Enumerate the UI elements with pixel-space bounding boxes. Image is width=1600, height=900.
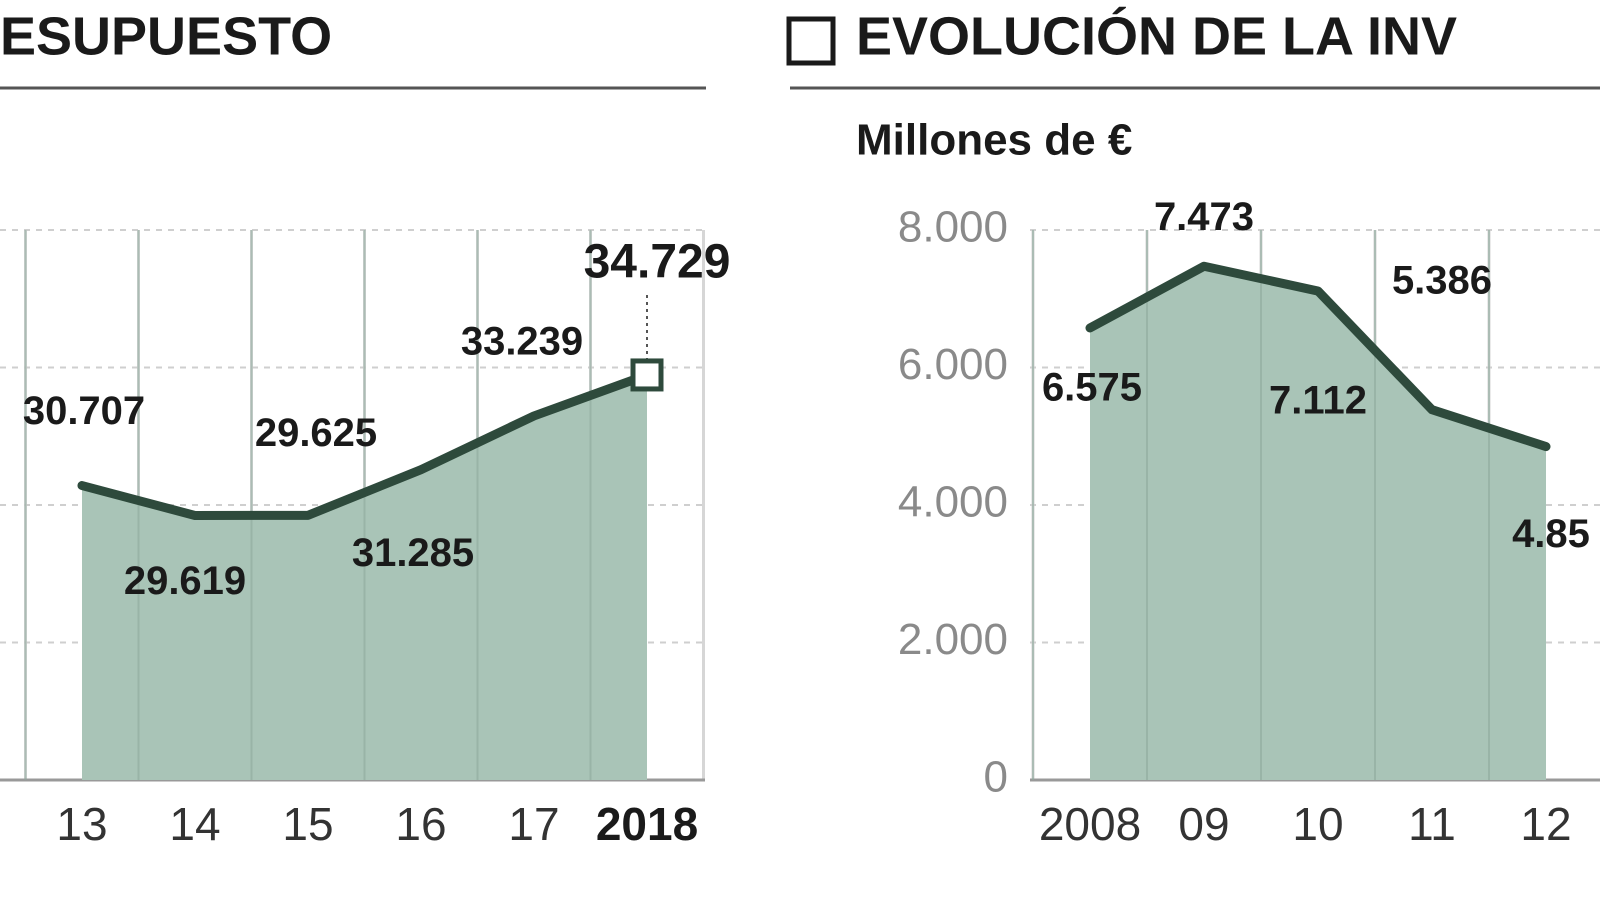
x-tick-label: 2018 (596, 798, 698, 850)
data-label: 7.112 (1269, 379, 1367, 423)
point-marker (630, 358, 664, 392)
data-label: 29.625 (255, 411, 377, 455)
x-tick-label: 16 (395, 798, 446, 850)
data-label: 7.473 (1154, 195, 1254, 239)
data-label: 30.707 (23, 389, 145, 433)
line (1085, 261, 1551, 452)
line (77, 370, 652, 520)
y-tick-label: 2.000 (898, 615, 1008, 664)
data-label: 33.239 (461, 319, 583, 363)
x-tick-label: 10 (1292, 798, 1343, 850)
data-label: 29.619 (124, 559, 246, 603)
data-label: 34.729 (584, 236, 731, 289)
data-label: 6.575 (1042, 366, 1142, 410)
x-tick-label: 14 (169, 798, 220, 850)
data-label: 31.285 (352, 531, 474, 575)
title-icon (786, 16, 836, 66)
x-tick-label: 12 (1520, 798, 1571, 850)
x-tick-label: 2008 (1039, 798, 1141, 850)
chart-title: EVOLUCIÓN DE LA INV (856, 6, 1457, 66)
y-tick-label: 0 (984, 753, 1008, 802)
data-label: 5.386 (1392, 258, 1492, 302)
x-tick-label: 15 (282, 798, 333, 850)
data-label: 4.85 (1512, 512, 1590, 556)
chart-subtitle: Millones de € (856, 116, 1132, 165)
y-tick-label: 6.000 (898, 340, 1008, 389)
x-tick-label: 11 (1408, 798, 1456, 850)
chart-title: ESUPUESTO (0, 6, 332, 66)
area (1090, 266, 1546, 780)
y-tick-label: 4.000 (898, 478, 1008, 527)
x-tick-label: 13 (56, 798, 107, 850)
x-tick-label: 09 (1178, 798, 1229, 850)
x-tick-label: 17 (508, 798, 559, 850)
y-tick-label: 8.000 (898, 203, 1008, 252)
